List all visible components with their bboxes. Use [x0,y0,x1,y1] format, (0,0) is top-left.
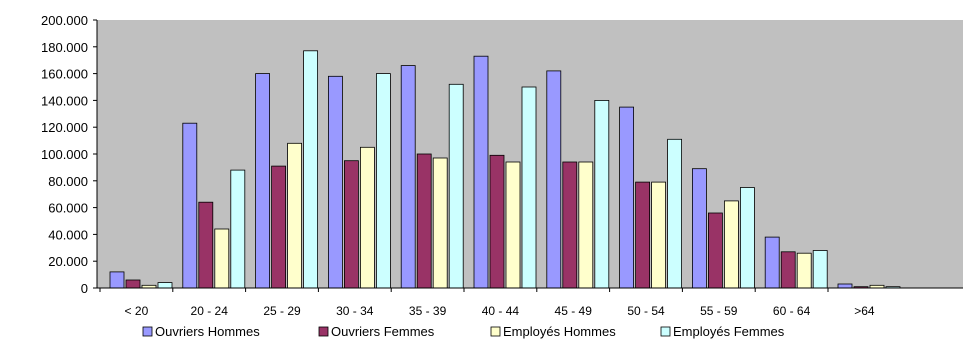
bar-ouvriers-femmes-8 [708,212,723,289]
bar-employ-s-femmes-5 [521,86,537,289]
bar-ouvriers-femmes-4 [416,153,432,289]
bar-employ-s-femmes-1 [230,169,246,289]
bar-employ-s-femmes-6 [594,100,610,289]
bar-employ-s-hommes-5 [505,161,521,289]
bar-ouvriers-hommes-5 [473,55,489,289]
bar-employ-s-femmes-9 [812,250,828,289]
bar-ouvriers-hommes-2 [255,73,271,289]
bar-employ-s-hommes-1 [214,228,230,289]
bar-ouvriers-hommes-9 [764,236,780,289]
y-tick-label: 40.000 [48,227,88,242]
legend-swatch [660,326,671,337]
y-tick-label: 180.000 [41,40,88,55]
bar-employ-s-femmes-2 [303,50,319,289]
x-tick-label: 60 - 64 [773,304,811,318]
x-tick-label: 40 - 44 [482,304,520,318]
bar-ouvriers-femmes-7 [635,181,650,289]
y-tick-label: 200.000 [41,13,88,28]
bar-ouvriers-hommes-10 [837,283,853,289]
legend-swatch [490,326,501,337]
bar-ouvriers-hommes-6 [546,70,562,289]
x-tick-label: 20 - 24 [191,304,229,318]
legend-swatch [318,326,329,337]
legend-label: Ouvriers Femmes [331,324,435,339]
y-tick-label: 0 [81,281,88,296]
bar-ouvriers-hommes-4 [400,65,416,289]
bar-ouvriers-femmes-3 [343,160,359,289]
y-axis-ticks: 0 20.000 40.000 60.000 80.000 100.000 120.000 1… [41,13,97,296]
x-tick-label: 35 - 39 [409,304,447,318]
bar-employ-s-hommes-6 [578,161,594,289]
bar-employ-s-hommes-2 [287,142,303,289]
legend-label: Ouvriers Hommes [155,324,260,339]
bar-employ-s-femmes-4 [448,83,464,289]
bar-ouvriers-femmes-9 [780,251,796,289]
x-axis-ticks: < 20 20 - 24 25 - 29 30 - 34 35 - 39 40 - 44 4… [99,288,875,318]
bar-ouvriers-femmes-6 [562,161,578,289]
bar-ouvriers-hommes-0 [109,271,125,289]
x-tick-label: 25 - 29 [263,304,301,318]
y-tick-label: 80.000 [48,174,88,189]
x-tick-label: 45 - 49 [555,304,593,318]
legend-swatch [142,326,153,337]
bar-employ-s-femmes-8 [740,187,755,289]
bar-employ-s-femmes-0 [157,282,173,289]
bar-employ-s-femmes-7 [667,138,682,289]
y-tick-label: 60.000 [48,201,88,216]
legend-label: Employés Hommes [503,324,616,339]
x-tick-label: 30 - 34 [336,304,374,318]
bar-ouvriers-femmes-5 [489,154,505,289]
legend: Ouvriers Hommes Ouvriers Femmes Employés H… [142,324,785,339]
bar-ouvriers-hommes-7 [619,106,634,289]
bars-group [109,50,901,289]
y-tick-label: 20.000 [48,254,88,269]
bar-ouvriers-hommes-3 [327,75,343,289]
x-tick-label: >64 [854,304,875,318]
bar-employ-s-hommes-9 [796,252,812,289]
bar-ouvriers-femmes-2 [271,165,287,289]
bar-ouvriers-femmes-1 [198,201,214,289]
x-tick-label: 55 - 59 [700,304,738,318]
bar-ouvriers-hommes-8 [692,168,707,289]
y-tick-label: 100.000 [41,147,88,162]
y-tick-label: 120.000 [41,120,88,135]
bar-employ-s-hommes-4 [432,157,448,289]
y-tick-label: 140.000 [41,93,88,108]
bar-employ-s-hommes-8 [724,200,739,289]
bar-employ-s-hommes-7 [651,181,666,289]
x-tick-label: 50 - 54 [627,304,665,318]
bar-ouvriers-hommes-1 [182,122,198,289]
bar-ouvriers-femmes-0 [125,279,141,289]
bar-employ-s-hommes-3 [359,146,375,289]
legend-label: Employés Femmes [673,324,785,339]
bar-employ-s-femmes-3 [375,73,391,289]
y-tick-label: 160.000 [41,67,88,82]
x-tick-label: < 20 [125,304,149,318]
